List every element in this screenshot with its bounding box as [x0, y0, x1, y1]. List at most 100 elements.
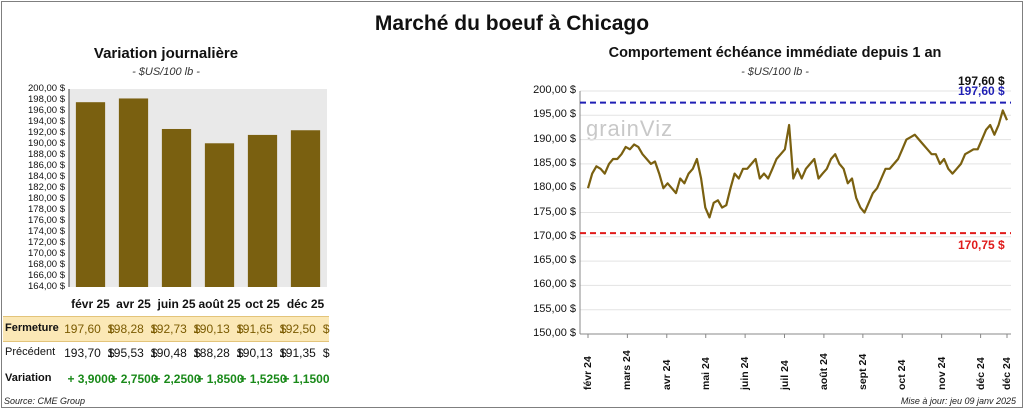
left-bar	[75, 102, 106, 287]
table-cell: 192,73 $	[137, 322, 200, 336]
right-x-tick-label: nov 24	[935, 356, 948, 390]
left-y-tick-label: 196,00 $	[28, 105, 65, 116]
right-x-tick-label: oct 24	[896, 359, 909, 390]
left-y-tick-label: 182,00 $	[28, 182, 65, 193]
cell-unit: $	[107, 322, 115, 336]
left-chart-title: Variation journalière	[93, 45, 239, 62]
right-chart-title: Comportement échéance immédiate depuis 1…	[608, 45, 942, 61]
table-cell: + 3,9000	[51, 372, 114, 386]
table-cell: 190,13 $	[223, 346, 287, 360]
table-cell: 192,50 $	[266, 322, 329, 336]
cell-unit: $	[193, 346, 201, 360]
cell-value: 190,13	[193, 322, 230, 336]
left-y-tick-label: 184,00 $	[28, 171, 65, 182]
right-y-tick-label: 195,00 $	[533, 108, 576, 121]
table-cell: + 1,8500	[180, 372, 244, 386]
cell-value: 197,60	[64, 322, 101, 336]
table-cell: 193,70 $	[51, 346, 114, 360]
left-bar	[204, 143, 235, 287]
cell-unit: $	[279, 322, 287, 336]
left-y-tick-label: 174,00 $	[28, 226, 65, 237]
cell-unit: $	[236, 346, 244, 360]
row-label: Précédent	[5, 346, 56, 358]
right-x-tick-label: août 24	[817, 353, 830, 390]
left-y-tick-label: 190,00 $	[28, 138, 65, 149]
right-x-tick-label: févr 24	[582, 356, 594, 390]
left-y-tick-label: 168,00 $	[28, 259, 65, 270]
right-x-tick-label: avr 24	[660, 359, 673, 390]
source-note: Source: CME Group	[4, 396, 86, 406]
table-cell: 191,65 $	[223, 322, 287, 336]
low-line-label: 170,75 $	[958, 238, 1005, 252]
cell-value: + 1,8500	[196, 372, 244, 386]
right-y-tick-label: 175,00 $	[533, 205, 576, 218]
cell-value: 190,13	[236, 346, 273, 360]
cell-value: + 2,7500	[110, 372, 158, 386]
right-x-tick-label: mai 24	[699, 357, 712, 390]
left-y-tick-label: 176,00 $	[28, 215, 65, 226]
update-note: Mise à jour: jeu 09 janv 2025	[900, 396, 1016, 406]
category-label: déc 25	[286, 297, 325, 311]
right-x-tick-label: déc 24	[974, 357, 987, 390]
cell-value: + 1,1500	[282, 372, 330, 386]
table-cell: 188,28 $	[180, 346, 244, 360]
table-cell: + 2,7500	[94, 372, 158, 386]
left-y-tick-label: 180,00 $	[28, 193, 65, 204]
table-cell: + 2,2500	[137, 372, 201, 386]
cell-value: 198,28	[107, 322, 144, 336]
row-label: Variation	[5, 372, 52, 384]
right-y-tick-label: 185,00 $	[533, 156, 576, 169]
cell-value: + 2,2500	[153, 372, 201, 386]
category-label: avr 25	[116, 297, 151, 311]
left-bar	[247, 134, 278, 287]
table-cell: 198,28 $	[94, 322, 158, 336]
left-y-tick-label: 198,00 $	[28, 94, 65, 105]
cell-value: 190,48	[150, 346, 187, 360]
left-y-tick-label: 166,00 $	[28, 270, 65, 281]
left-y-tick-label: 186,00 $	[28, 160, 65, 171]
right-y-tick-label: 155,00 $	[533, 302, 576, 315]
table-row: Précédent 193,70 $195,53 $190,48 $188,28 $190…	[3, 341, 330, 365]
left-plot-area	[69, 89, 327, 287]
right-y-tick-label: 150,00 $	[533, 327, 576, 339]
cell-unit: $	[236, 322, 244, 336]
table-cell: 190,13 $	[180, 322, 244, 336]
right-y-tick-label: 165,00 $	[533, 254, 576, 267]
left-y-tick-label: 178,00 $	[28, 204, 65, 215]
cell-unit: $	[279, 346, 287, 360]
right-y-tick-label: 170,00 $	[533, 229, 576, 242]
right-y-tick-label: 180,00 $	[533, 181, 576, 194]
left-y-tick-label: 164,00 $	[28, 281, 65, 292]
cell-value: 188,28	[193, 346, 230, 360]
left-bar	[161, 128, 192, 287]
cell-value: 192,73	[150, 322, 187, 336]
cell-value: 192,50	[279, 322, 316, 336]
table-cell: + 1,1500	[266, 372, 330, 386]
category-label: août 25	[198, 297, 241, 311]
table-cell: + 1,5250	[223, 372, 286, 386]
table-cell: 191,35 $	[266, 346, 329, 360]
table-cell: 197,60 $	[51, 322, 115, 336]
cell-unit: $	[150, 346, 158, 360]
right-x-tick-label: sept 24	[856, 353, 869, 390]
left-bar	[118, 98, 149, 288]
cell-unit: $	[150, 322, 158, 336]
left-y-tick-label: 170,00 $	[28, 248, 65, 259]
right-x-tick-label: juin 24	[739, 356, 752, 390]
left-y-tick-label: 200,00 $	[28, 83, 65, 94]
table-row: Variation + 3,9000 + 2,7500 + 2,2500 + 1,850…	[3, 367, 330, 391]
category-label: févr 25	[71, 297, 110, 311]
right-y-tick-label: 160,00 $	[533, 278, 576, 291]
left-y-tick-label: 172,00 $	[28, 237, 65, 248]
right-chart-unit: - $US/100 lb -	[741, 66, 809, 78]
high-line-label: 197,60 $	[958, 84, 1005, 98]
table-cell: 195,53 $	[94, 346, 158, 360]
cell-value: 191,65	[236, 322, 273, 336]
cell-value: 195,53	[107, 346, 144, 360]
right-x-tick-label: juil 24	[778, 360, 791, 390]
left-y-tick-label: 188,00 $	[28, 149, 65, 160]
right-watermark: grainViz	[586, 116, 674, 141]
right-y-tick-label: 200,00 $	[533, 84, 576, 96]
